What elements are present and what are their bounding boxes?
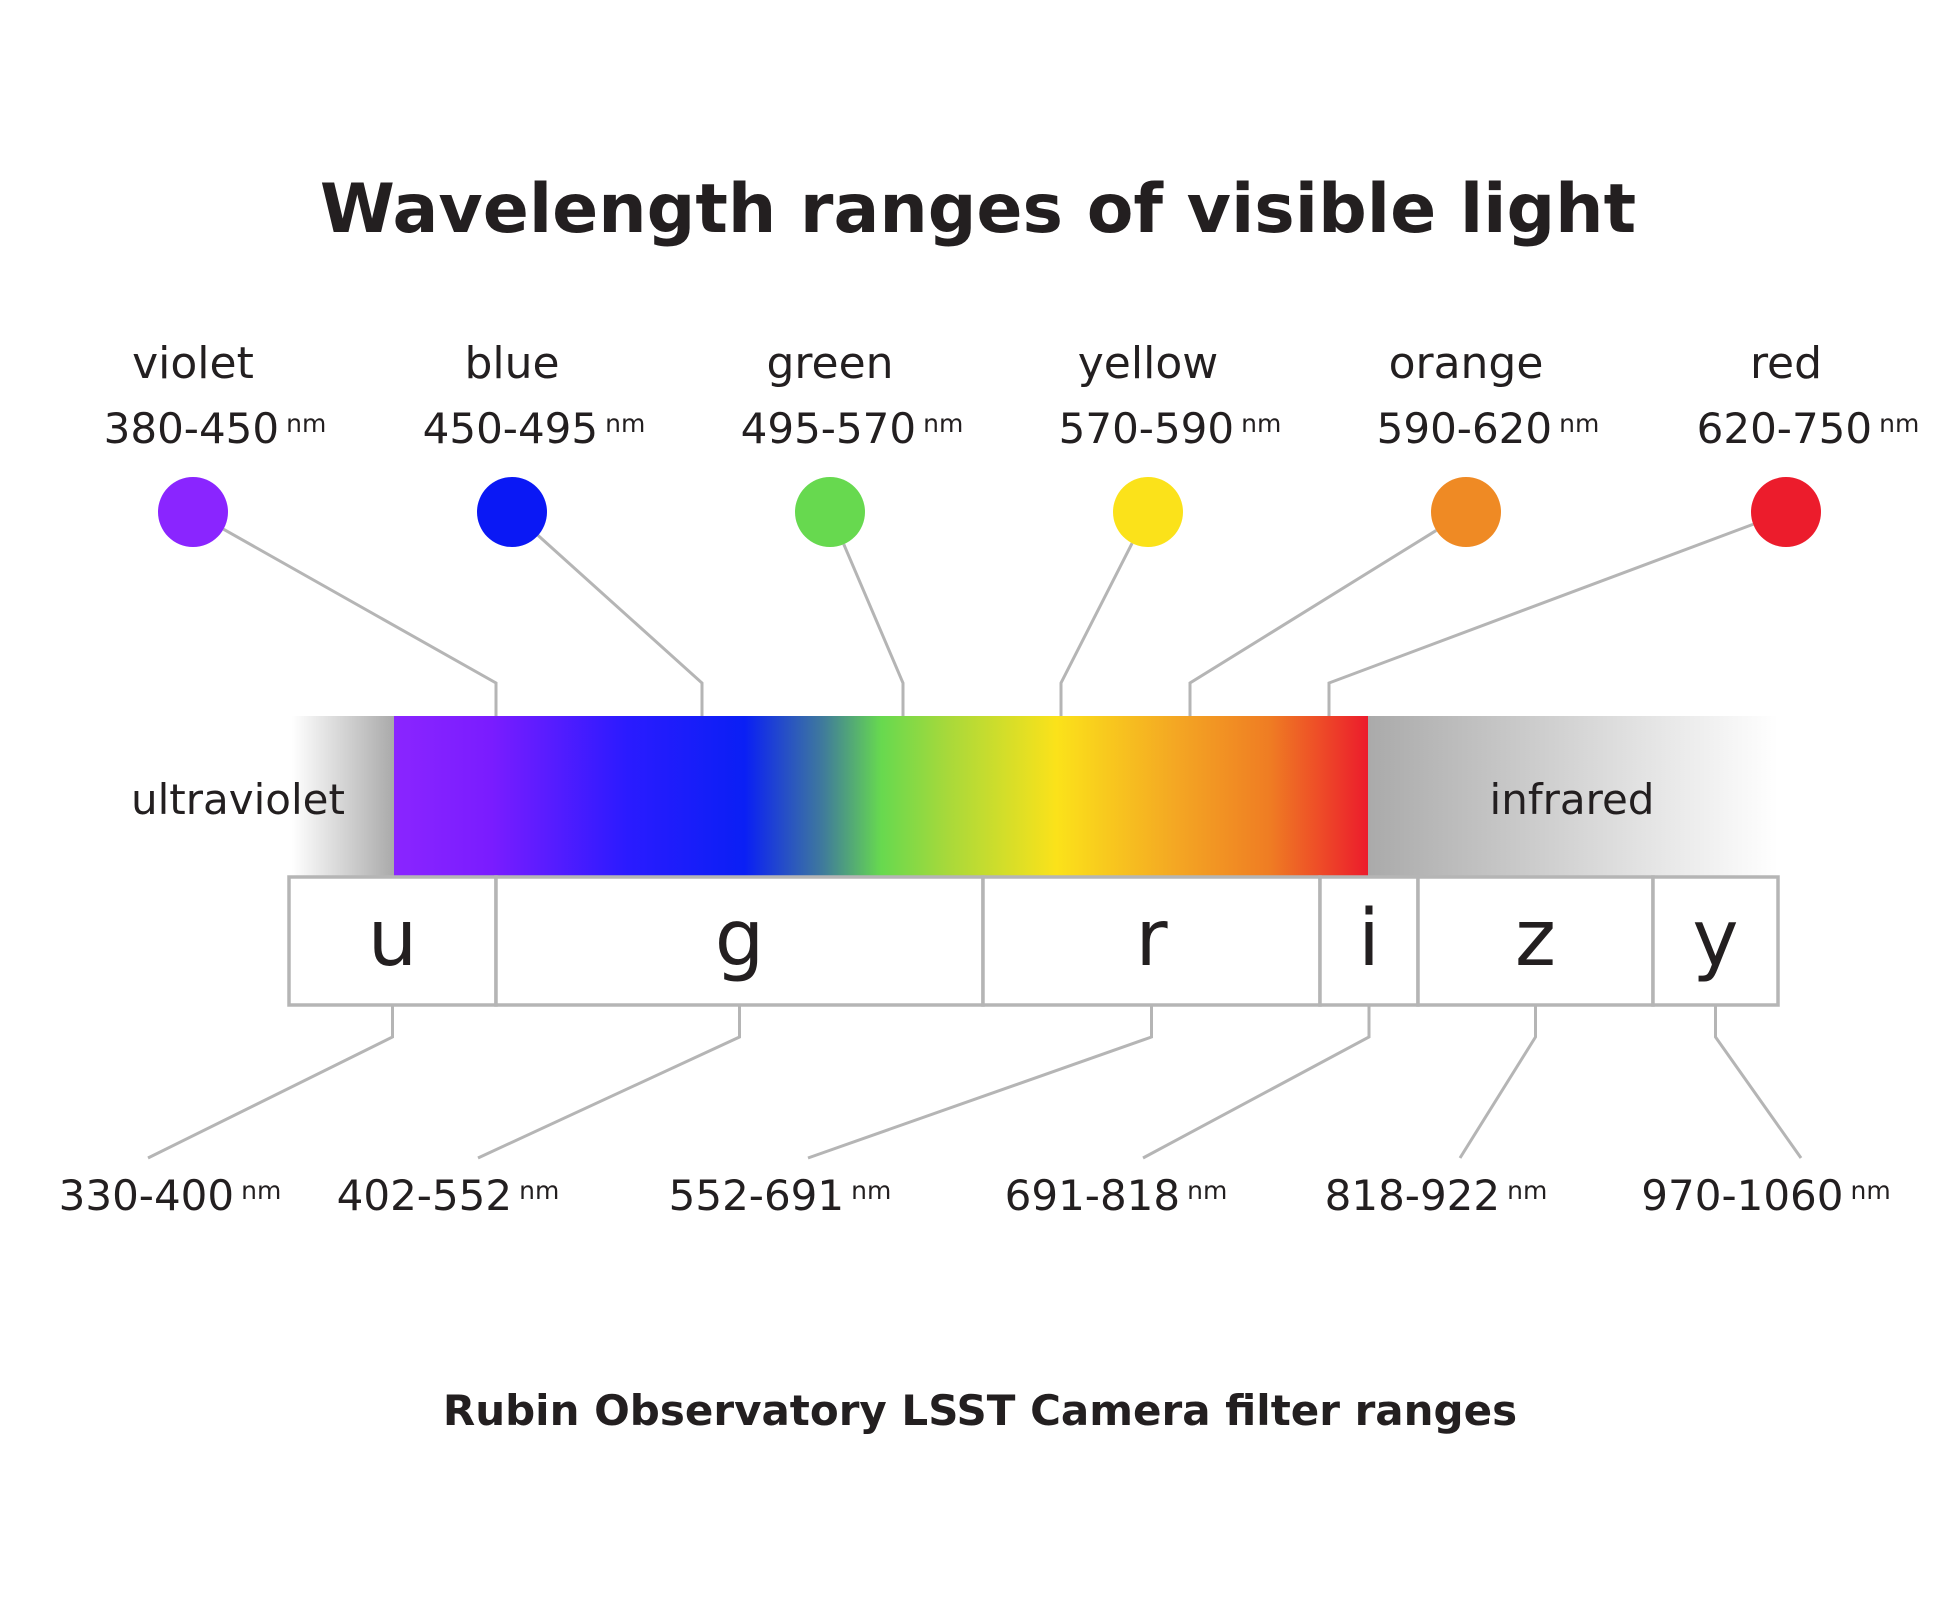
filter-range-i: 691-818 nm (1005, 1171, 1228, 1220)
color-leader-line (537, 534, 704, 716)
filter-g: g 402-552 nm (337, 875, 985, 1220)
color-leader-line (222, 527, 498, 716)
filter-leader-line (147, 1005, 394, 1160)
filter-leader-line (1714, 1005, 1803, 1159)
filter-range-g: 402-552 nm (337, 1171, 560, 1220)
filter-leader-line (807, 1005, 1153, 1160)
color-dot-green (795, 477, 865, 547)
infrared-label: infrared (1490, 775, 1655, 824)
color-range-blue: 450-495 nm (423, 404, 646, 453)
color-name-orange: orange (1389, 338, 1544, 389)
infrared-band (1368, 716, 1778, 876)
filter-box-z (1416, 875, 1655, 1007)
filter-letter-i: i (1358, 894, 1380, 984)
spectrum-bar: ultraviolet infrared (131, 716, 1778, 876)
color-dot-yellow (1113, 477, 1183, 547)
ultraviolet-label: ultraviolet (131, 775, 345, 824)
filter-letter-g: g (715, 894, 765, 984)
filter-leader-line (477, 1005, 741, 1160)
color-name-violet: violet (132, 338, 254, 389)
color-range-green: 495-570 nm (741, 404, 964, 453)
color-marker-green: green 495-570 nm (741, 338, 964, 716)
filter-range-r: 552-691 nm (669, 1171, 892, 1220)
filter-box-y (1651, 875, 1780, 1007)
color-name-blue: blue (464, 338, 559, 389)
color-range-orange: 590-620 nm (1377, 404, 1600, 453)
filter-boxes: u 330-400 nm g 402-552 nm r 552-691 nm i 691-818 nm… (59, 875, 1891, 1220)
caption: Rubin Observatory LSST Camera filter ran… (443, 1386, 1517, 1435)
color-dot-red (1751, 477, 1821, 547)
filter-i: i 691-818 nm (1005, 875, 1420, 1220)
color-name-green: green (766, 338, 893, 389)
color-dot-blue (477, 477, 547, 547)
color-marker-blue: blue 450-495 nm (423, 338, 704, 716)
color-dot-orange (1431, 477, 1501, 547)
filter-leader-line (1458, 1005, 1537, 1159)
filter-box-r (981, 875, 1322, 1007)
color-leader-line (1188, 529, 1438, 716)
filter-letter-u: u (368, 894, 417, 984)
filter-u: u 330-400 nm (59, 875, 498, 1220)
color-leader-line (1327, 522, 1754, 716)
filter-range-y: 970-1060 nm (1641, 1171, 1890, 1220)
color-range-violet: 380-450 nm (104, 404, 327, 453)
filter-r: r 552-691 nm (669, 875, 1322, 1220)
filter-leader-line (1142, 1005, 1371, 1160)
color-marker-orange: orange 590-620 nm (1188, 338, 1600, 716)
color-name-red: red (1750, 338, 1822, 389)
visible-color-markers: violet 380-450 nm blue 450-495 nm green 495-570… (104, 338, 1920, 716)
color-marker-yellow: yellow 570-590 nm (1059, 338, 1282, 716)
color-name-yellow: yellow (1078, 338, 1218, 389)
filter-range-u: 330-400 nm (59, 1171, 282, 1220)
color-marker-violet: violet 380-450 nm (104, 338, 498, 716)
color-marker-red: red 620-750 nm (1327, 338, 1920, 716)
filter-letter-r: r (1135, 894, 1168, 984)
color-leader-line (1059, 542, 1134, 716)
ultraviolet-band (292, 716, 394, 876)
filter-letter-y: y (1692, 894, 1738, 984)
color-dot-violet (158, 477, 228, 547)
filter-y: y 970-1060 nm (1641, 875, 1891, 1220)
filter-range-z: 818-922 nm (1325, 1171, 1548, 1220)
filter-letter-z: z (1515, 894, 1556, 984)
filter-z: z 818-922 nm (1325, 875, 1655, 1220)
page-title: Wavelength ranges of visible light (320, 170, 1636, 249)
color-range-red: 620-750 nm (1697, 404, 1920, 453)
color-leader-line (842, 543, 905, 716)
visible-spectrum-gradient (394, 716, 1368, 876)
filter-box-i (1318, 875, 1420, 1007)
color-range-yellow: 570-590 nm (1059, 404, 1282, 453)
